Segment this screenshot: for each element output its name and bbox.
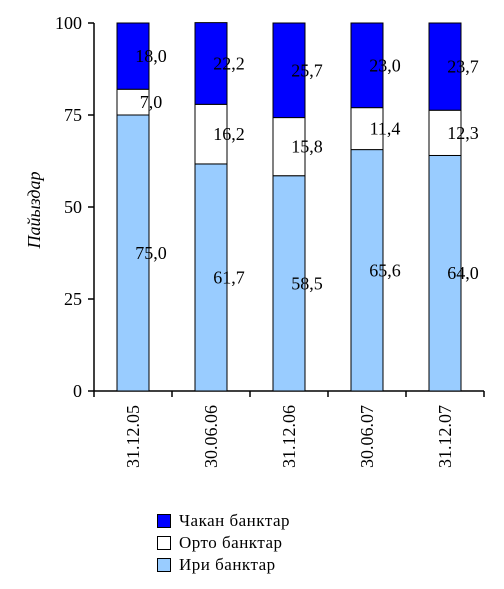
bar-segment [272,175,306,392]
bar-segment [428,109,462,156]
y-tick-label: 100 [55,13,82,33]
legend-item: Ири банктар [157,554,290,576]
bar-segment [194,103,228,165]
y-tick-label: 25 [64,289,82,309]
legend-item: Орто банктар [157,532,290,554]
x-tick-label: 30.06.06 [201,405,221,468]
bar-segment [194,22,228,105]
bar-segment [350,22,384,109]
x-tick-label: 31.12.07 [435,405,455,468]
data-label: 15,8 [291,137,323,157]
x-tick-label: 31.12.06 [279,405,299,468]
y-tick-label: 75 [64,105,82,125]
legend-swatch [157,536,171,550]
bar-segment [428,22,462,111]
data-label: 16,2 [213,124,245,144]
x-tick-label: 30.06.07 [357,405,377,468]
data-label: 11,4 [370,119,401,139]
bar-segment [350,149,384,392]
data-label: 65,6 [369,260,401,280]
y-axis-label: Пайыздар [24,171,44,249]
bar-segment [116,114,150,392]
legend-label: Ири банктар [179,555,276,574]
bar-segment [428,154,462,392]
data-label: 23,7 [447,57,479,77]
stacked-bar-chart: Пайыздар 0 25 50 75 100 75,0 7,0 18,0 31.12.05 61… [24,13,485,468]
bar-segment [272,22,306,119]
y-tick-label: 0 [73,381,82,401]
data-label: 7,0 [140,92,163,112]
data-label: 58,5 [291,273,323,293]
data-label: 25,7 [291,60,323,80]
data-label: 12,3 [447,123,479,143]
bar-segment [116,22,150,90]
legend-label: Орто банктар [179,533,283,552]
bar-segment [272,117,306,177]
data-label: 75,0 [135,243,167,263]
legend-swatch [157,558,171,572]
bar-segment [194,163,228,392]
legend-item: Чакан банктар [157,510,290,532]
data-label: 18,0 [135,46,167,66]
y-tick-label: 50 [64,197,82,217]
data-label: 23,0 [369,55,401,75]
legend-swatch [157,514,171,528]
legend: Чакан банктар Орто банктар Ири банктар [157,510,290,576]
legend-label: Чакан банктар [179,511,290,530]
data-label: 64,0 [447,263,479,283]
data-label: 22,2 [213,53,245,73]
data-label: 61,7 [213,267,245,287]
x-tick-label: 31.12.05 [123,405,143,468]
